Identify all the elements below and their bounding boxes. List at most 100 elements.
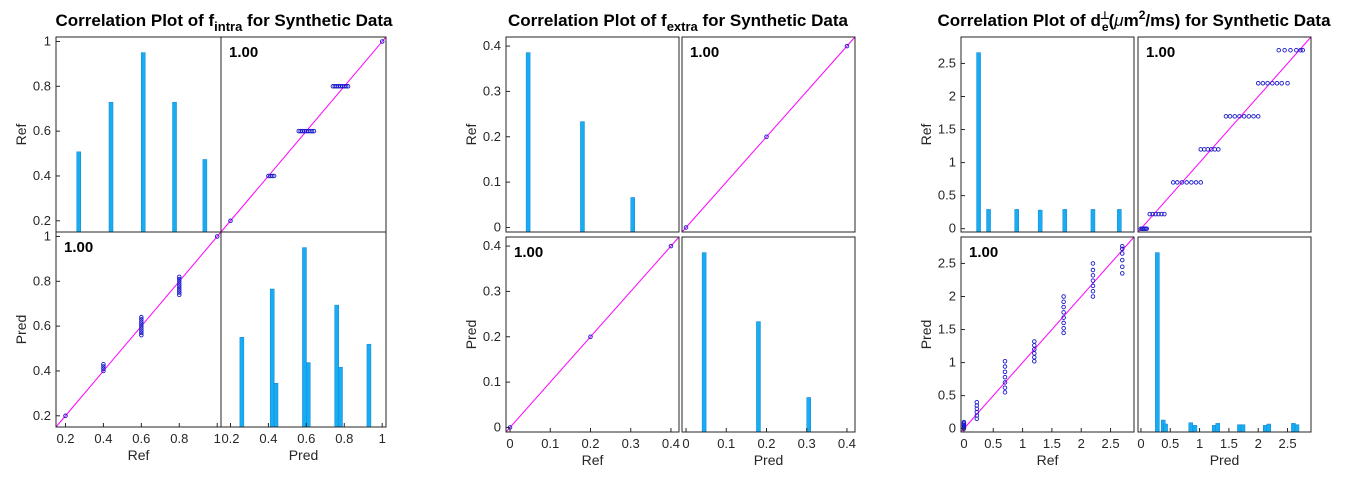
title-prefix: Correlation Plot of [937,11,1090,30]
y-tick-label: 0 [949,221,956,236]
x-tick-label: 0.2 [221,431,239,446]
x-tick-label: 0.4 [662,436,680,451]
scatter-point [1147,211,1152,217]
scatter-point [1255,81,1261,86]
x-tick-label: 2.5 [1279,436,1297,451]
y-tick-label: 0.5 [938,188,956,203]
scatter-point [1090,294,1096,299]
scatter-point [139,323,144,329]
scatter-point [1120,246,1125,252]
y-tick-label: 0.3 [483,83,501,98]
histogram-bar [986,209,991,233]
scatter-point [764,134,769,140]
scatter-point [1251,114,1256,119]
scatter-point [1298,47,1303,53]
panel-r2c1: 1.00 0.2 0.4 0.6 0.8 1 0.2 0.4 0.6 0.8 1 [33,228,222,446]
scatter-point [139,321,144,327]
correlation-value: 1.00 [64,239,93,256]
y-tick-label: 0.5 [938,388,956,403]
x-tick-label: 0.6 [297,431,315,446]
x-tick-label: 0.4 [94,431,112,446]
scatter-point [1061,325,1066,331]
scatter-point [139,319,144,324]
panel-r2c1: 1.00 0 0.1 0.2 0.3 0.4 0 0.1 0.2 0.3 0.4 [483,236,680,451]
y-tick-label: 0.4 [483,238,501,253]
y-tick-label: 1 [44,33,51,48]
title-sub: extra [667,19,699,34]
scatter-point [1032,339,1037,344]
x-tick-label: 2 [1255,436,1262,451]
scatter-point [101,368,106,374]
scatter-point [139,317,144,322]
y-tick-label: 0.8 [33,78,51,93]
y-axis-label-pred: Pred [13,315,29,345]
histogram-bar [1014,209,1019,233]
scatter-point [343,84,349,89]
x-axis-label-pred: Pred [1210,452,1240,468]
x-tick-label: 0.2 [581,436,599,451]
x-tick-label: 2.5 [1102,436,1120,451]
scatter-point [311,128,317,134]
panel-r2c2: 0 0.1 0.2 0.3 0.4 [681,236,856,451]
x-tick-label: 0.3 [622,436,640,451]
panel-r2c2: 0 0.5 1 1.5 2 2.5 [1137,236,1312,451]
scatter-point [139,328,144,333]
x-tick-label: 1.5 [1043,436,1061,451]
scatter-point [101,364,106,369]
scatter-point [1260,81,1266,86]
histogram-bar [1090,209,1096,233]
y-tick-label: 1 [949,155,956,170]
scatter-point [379,39,385,44]
title-prefix: Correlation Plot of [55,11,208,30]
y-tick-label: 1 [949,355,956,370]
scatter-point [1276,47,1281,53]
histogram-bar [202,159,208,233]
scatter-point [1002,369,1008,375]
panel-frame [681,36,856,233]
x-tick-label: 0.2 [757,436,775,451]
title-suffix: for Synthetic Data [242,11,393,30]
scatter-point [1274,81,1280,86]
histogram-bar [108,101,114,233]
y-tick-label: 1 [44,228,51,243]
scatter-point [1241,114,1247,119]
correlation-value: 1.00 [969,244,998,261]
histogram-bar [366,343,372,428]
panel-frame [1137,36,1312,233]
histogram-bar [976,52,981,233]
histogram-bar [630,197,635,233]
panel-r1c2: 1.00 [220,36,387,233]
x-tick-label: 1.5 [1220,436,1238,451]
panel-r1c1: 0.2 0.4 0.6 0.8 1 [33,33,222,233]
x-tick-label: 0.8 [335,431,353,446]
identity-line [55,231,222,428]
scatter-point [139,332,144,338]
histogram-bar [806,397,811,433]
y-tick-label: 0.4 [483,38,501,53]
scatter-point [1159,211,1164,217]
chart-group-1: Correlation Plot of fintra for Synthetic… [13,11,393,463]
x-tick-label: 0 [1137,436,1144,451]
y-tick-label: 0.3 [483,283,501,298]
histogram-bar [1240,424,1246,433]
histogram-bar [338,366,343,428]
scatter-point [961,419,967,425]
x-tick-label: 0.6 [132,431,150,446]
histogram-bar [1188,422,1194,433]
x-tick-label: 0 [960,436,967,451]
scatter-point [1061,304,1066,310]
scatter-point [345,84,351,89]
histogram-bar [76,151,82,233]
y-tick-label: 1.5 [938,322,956,337]
scatter-point [1184,180,1189,185]
scatter-point [177,292,182,298]
y-tick-label: 0.2 [483,329,501,344]
y-tick-label: 2 [949,88,956,103]
scatter-point [177,274,182,280]
panel-bg [56,37,221,232]
scatter-point [974,400,980,405]
histogram-bar [1192,425,1198,433]
scatter-point [1232,114,1238,119]
histogram-bar [580,121,585,233]
scatter-point [1061,294,1066,299]
